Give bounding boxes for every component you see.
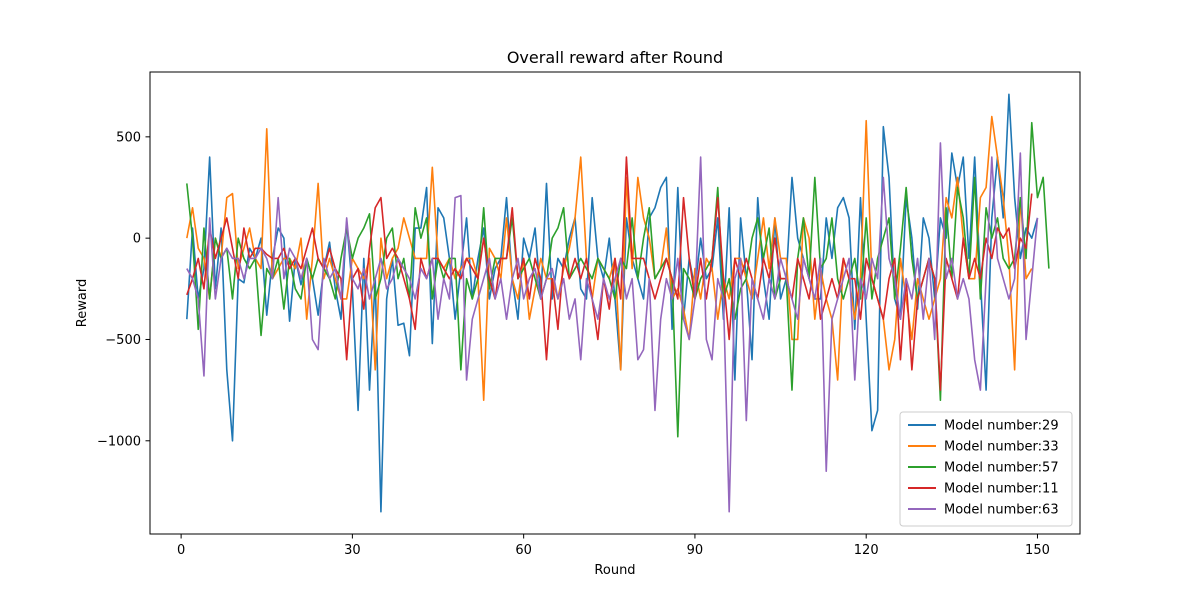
x-tick-label: 30 bbox=[344, 543, 361, 558]
x-tick-label: 60 bbox=[515, 543, 532, 558]
legend-label: Model number:29 bbox=[944, 419, 1059, 434]
x-axis: 0 30 60 90 120 150 bbox=[177, 534, 1050, 558]
y-axis: 500 0 −500 −1000 bbox=[97, 130, 150, 449]
plot-frame bbox=[149, 71, 1081, 535]
x-tick-label: 0 bbox=[177, 543, 185, 558]
y-tick-label: 500 bbox=[116, 130, 141, 145]
series-layer bbox=[186, 93, 1050, 513]
legend: Model number:29 Model number:33 Model numb… bbox=[899, 411, 1073, 527]
chart-title: Overall reward after Round bbox=[507, 48, 723, 67]
legend-label: Model number:63 bbox=[944, 503, 1059, 518]
y-tick-label: −500 bbox=[105, 333, 141, 348]
y-tick-label: 0 bbox=[133, 232, 141, 247]
x-tick-label: 90 bbox=[687, 543, 704, 558]
legend-label: Model number:33 bbox=[944, 440, 1059, 455]
x-tick-label: 120 bbox=[854, 543, 879, 558]
legend-label: Model number:11 bbox=[944, 482, 1059, 497]
y-tick-label: −1000 bbox=[97, 434, 141, 449]
series-line-4 bbox=[186, 156, 1033, 391]
series-line-5 bbox=[186, 142, 1039, 513]
legend-label: Model number:57 bbox=[944, 461, 1059, 476]
y-axis-label: Reward bbox=[75, 279, 90, 327]
legend-box bbox=[899, 411, 1073, 527]
x-tick-label: 150 bbox=[1025, 543, 1050, 558]
series-line-2 bbox=[186, 115, 1033, 402]
x-axis-label: Round bbox=[594, 563, 635, 578]
